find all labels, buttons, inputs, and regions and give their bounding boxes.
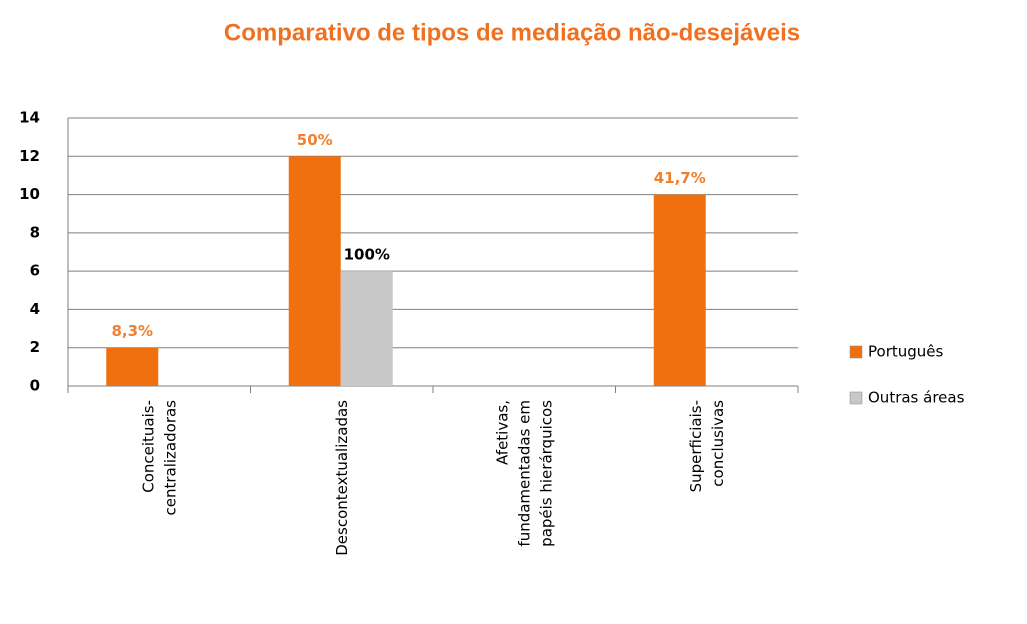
legend-label: Outras áreas	[868, 389, 965, 407]
data-label: 8,3%	[111, 322, 153, 340]
data-label: 50%	[297, 131, 333, 149]
bar	[340, 271, 393, 386]
x-tick-label: Afetivas, fundamentadas em papéis hierárqu…	[493, 400, 555, 547]
x-tick-label: Conceituais-centralizadoras	[139, 400, 179, 516]
y-tick-label: 6	[30, 262, 40, 280]
y-tick-label: 10	[19, 185, 40, 203]
data-label: 41,7%	[654, 169, 706, 187]
y-tick-label: 2	[30, 338, 40, 356]
legend-swatch	[849, 391, 863, 405]
legend-label: Português	[868, 343, 944, 361]
bar	[288, 156, 341, 386]
y-tick-label: 12	[19, 147, 40, 165]
legend-swatch	[849, 345, 863, 359]
bar	[653, 194, 706, 386]
y-tick-label: 14	[19, 109, 40, 127]
y-tick-label: 4	[30, 300, 40, 318]
y-tick-label: 8	[30, 223, 40, 241]
data-label: 100%	[344, 246, 390, 264]
y-tick-label: 0	[30, 377, 40, 395]
x-tick-label: Descontextualizadas	[332, 400, 350, 556]
chart-title: Comparativo de tipos de mediação não-des…	[224, 19, 800, 46]
x-tick-label: Superficiais-conclusivas	[686, 400, 726, 493]
bar	[106, 347, 159, 386]
